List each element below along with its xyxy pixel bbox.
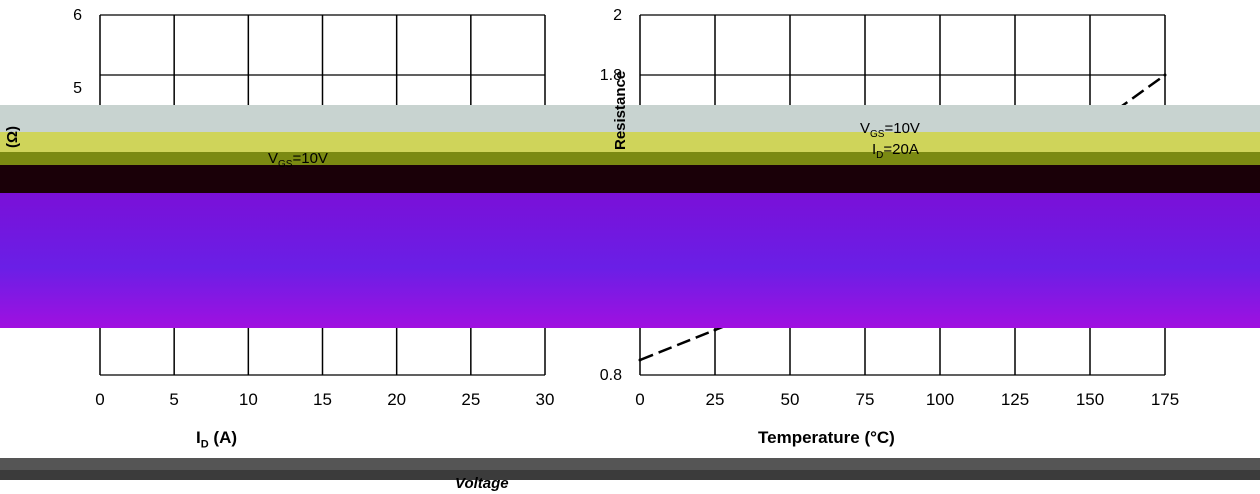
annotation-vgs-right: VGS=10V (860, 120, 920, 140)
overlay-band-olive (0, 152, 1260, 165)
y-tick-label: 2 (613, 7, 622, 24)
x-tick-label: 25 (706, 390, 725, 409)
annotation-vgs-left: VGS=10V (268, 150, 328, 170)
x-tick-label: 10 (239, 390, 258, 409)
y-tick-label: 0.8 (600, 367, 622, 384)
y-tick-label: 1.8 (600, 67, 622, 84)
x-tick-label: 75 (856, 390, 875, 409)
caption-bar-lower (0, 470, 1260, 480)
x-tick-label: 30 (536, 390, 555, 409)
x-tick-label: 0 (95, 390, 104, 409)
x-tick-label: 25 (461, 390, 480, 409)
x-tick-label: 15 (313, 390, 332, 409)
series-point (713, 328, 717, 332)
x-tick-label: 175 (1151, 390, 1179, 409)
x-tick-label: 125 (1001, 390, 1029, 409)
caption-word-voltage: Voltage (455, 475, 509, 492)
x-tick-label: 100 (926, 390, 954, 409)
series-point (1163, 73, 1167, 77)
y-tick-label: 5 (73, 80, 82, 97)
y-tick-label: 6 (73, 7, 82, 24)
x-tick-label: 150 (1076, 390, 1104, 409)
x-tick-label: 5 (169, 390, 178, 409)
x-axis-label-left: ID (A) (196, 428, 238, 451)
series-point (638, 358, 642, 362)
overlay-band-purple (0, 193, 1260, 328)
y-axis-label-left: (Ω) (4, 125, 21, 148)
y-axis-label-right: Resistance (612, 70, 629, 150)
x-tick-label: 50 (781, 390, 800, 409)
overlay-band-grey (0, 105, 1260, 132)
x-tick-label: 20 (387, 390, 406, 409)
x-axis-label-right: Temperature (°C) (758, 428, 895, 447)
overlay-band-dark (0, 165, 1260, 193)
overlay-band-yellow (0, 132, 1260, 152)
caption-bar (0, 458, 1260, 470)
annotation-id-right: ID=20A (872, 141, 919, 161)
x-tick-label: 0 (635, 390, 644, 409)
